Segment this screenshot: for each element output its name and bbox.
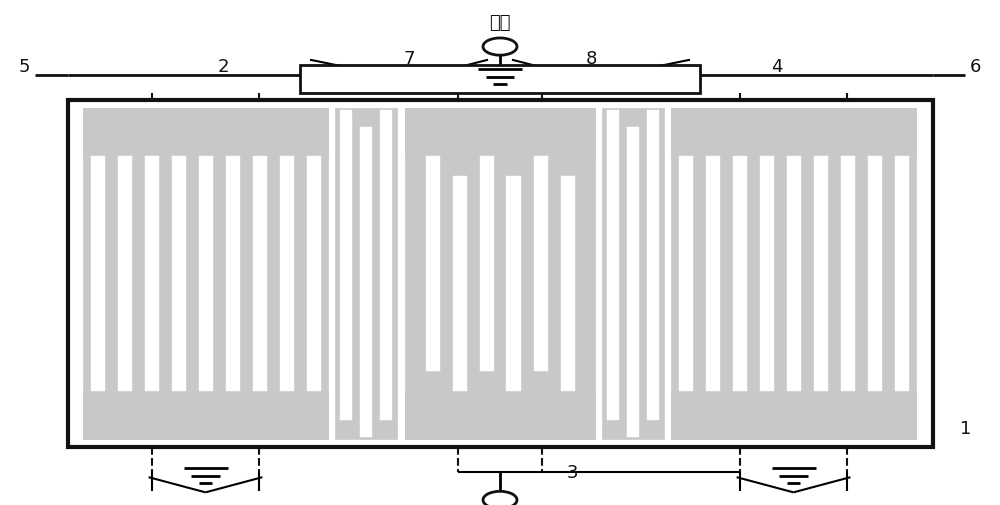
Text: 8: 8 xyxy=(585,50,597,68)
Bar xyxy=(68,101,933,447)
Bar xyxy=(452,177,466,391)
Bar xyxy=(405,109,595,439)
Bar xyxy=(602,109,664,439)
Bar xyxy=(306,157,320,391)
Bar xyxy=(83,391,328,439)
Circle shape xyxy=(483,491,517,505)
Bar xyxy=(506,177,520,391)
Bar xyxy=(671,391,916,439)
Bar xyxy=(868,157,882,391)
Bar xyxy=(671,109,916,157)
Text: 1: 1 xyxy=(960,419,971,437)
Circle shape xyxy=(483,39,517,56)
Bar xyxy=(280,157,294,391)
Text: 7: 7 xyxy=(403,50,415,68)
Text: 3: 3 xyxy=(567,463,578,481)
Bar xyxy=(560,177,574,391)
Bar xyxy=(534,157,548,371)
Text: 6: 6 xyxy=(970,58,981,76)
Text: 5: 5 xyxy=(18,58,30,76)
Bar xyxy=(405,391,595,439)
Bar xyxy=(787,157,801,391)
Text: 4: 4 xyxy=(772,58,783,76)
Bar xyxy=(172,157,186,391)
Bar xyxy=(252,157,266,391)
Bar xyxy=(671,109,916,439)
Bar xyxy=(607,111,619,420)
Bar xyxy=(426,157,440,371)
Bar xyxy=(733,157,747,391)
Bar xyxy=(814,157,828,391)
Bar xyxy=(480,157,494,371)
Bar xyxy=(627,128,639,437)
Bar xyxy=(226,157,240,391)
Bar xyxy=(706,157,720,391)
Bar xyxy=(380,111,392,420)
Bar xyxy=(340,111,352,420)
Bar xyxy=(679,157,693,391)
Bar xyxy=(83,109,328,439)
Bar xyxy=(198,157,212,391)
Bar xyxy=(760,157,774,391)
Bar xyxy=(118,157,132,391)
Bar xyxy=(83,109,328,157)
Bar xyxy=(841,157,855,391)
Text: 2: 2 xyxy=(218,58,229,76)
Bar xyxy=(335,109,397,439)
Bar xyxy=(647,111,659,420)
Text: 输入: 输入 xyxy=(489,14,511,32)
Bar xyxy=(145,157,159,391)
Bar xyxy=(895,157,909,391)
Bar xyxy=(360,128,372,437)
Bar xyxy=(405,109,595,157)
Bar xyxy=(300,66,700,93)
Bar xyxy=(91,157,105,391)
